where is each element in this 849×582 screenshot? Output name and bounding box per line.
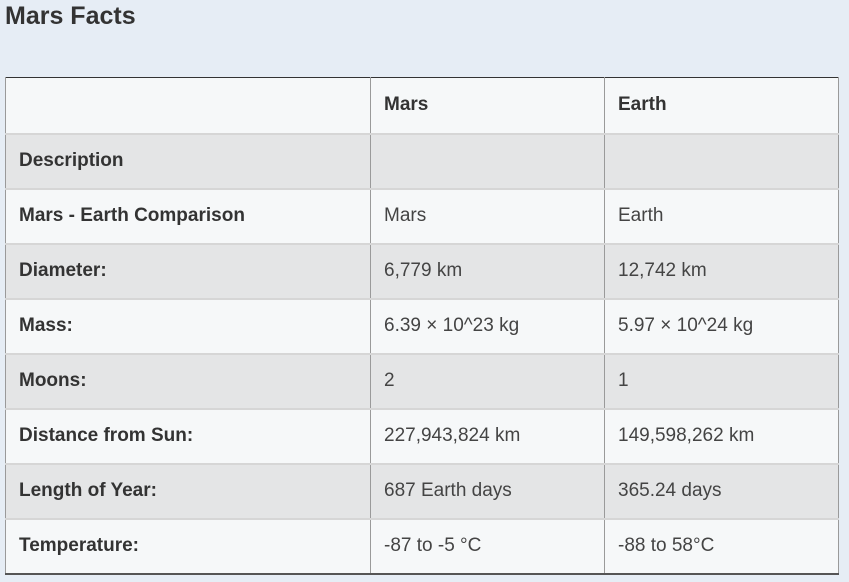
earth-value: 12,742 km xyxy=(604,242,839,299)
column-header xyxy=(5,77,371,134)
mars-facts-table: Mars Earth Description Mars - Earth Comp… xyxy=(5,77,839,575)
table-row: Distance from Sun: 227,943,824 km 149,59… xyxy=(5,407,839,464)
row-label: Temperature: xyxy=(5,517,371,574)
table-row: Description xyxy=(5,132,839,189)
mars-value: 6,779 km xyxy=(370,242,605,299)
table-row: Moons: 2 1 xyxy=(5,352,839,409)
row-label: Description xyxy=(5,132,371,189)
mars-value xyxy=(370,132,605,189)
table-row: Diameter: 6,779 km 12,742 km xyxy=(5,242,839,299)
column-header-earth: Earth xyxy=(604,77,839,134)
mars-value: 227,943,824 km xyxy=(370,407,605,464)
table-row: Mass: 6.39 × 10^23 kg 5.97 × 10^24 kg xyxy=(5,297,839,354)
row-label: Mass: xyxy=(5,297,371,354)
column-header-mars: Mars xyxy=(370,77,605,134)
row-label: Length of Year: xyxy=(5,462,371,519)
earth-value: 5.97 × 10^24 kg xyxy=(604,297,839,354)
table-row: Length of Year: 687 Earth days 365.24 da… xyxy=(5,462,839,519)
table-header-row: Mars Earth xyxy=(5,77,839,134)
earth-value: 1 xyxy=(604,352,839,409)
page-title: Mars Facts xyxy=(5,2,136,30)
row-label: Moons: xyxy=(5,352,371,409)
mars-value: Mars xyxy=(370,187,605,244)
earth-value xyxy=(604,132,839,189)
mars-value: 2 xyxy=(370,352,605,409)
earth-value: -88 to 58°C xyxy=(604,517,839,574)
earth-value: 149,598,262 km xyxy=(604,407,839,464)
mars-value: 6.39 × 10^23 kg xyxy=(370,297,605,354)
mars-value: -87 to -5 °C xyxy=(370,517,605,574)
earth-value: Earth xyxy=(604,187,839,244)
row-label: Distance from Sun: xyxy=(5,407,371,464)
earth-value: 365.24 days xyxy=(604,462,839,519)
mars-value: 687 Earth days xyxy=(370,462,605,519)
row-label: Diameter: xyxy=(5,242,371,299)
row-label: Mars - Earth Comparison xyxy=(5,187,371,244)
table-row: Mars - Earth Comparison Mars Earth xyxy=(5,187,839,244)
table-row: Temperature: -87 to -5 °C -88 to 58°C xyxy=(5,517,839,574)
